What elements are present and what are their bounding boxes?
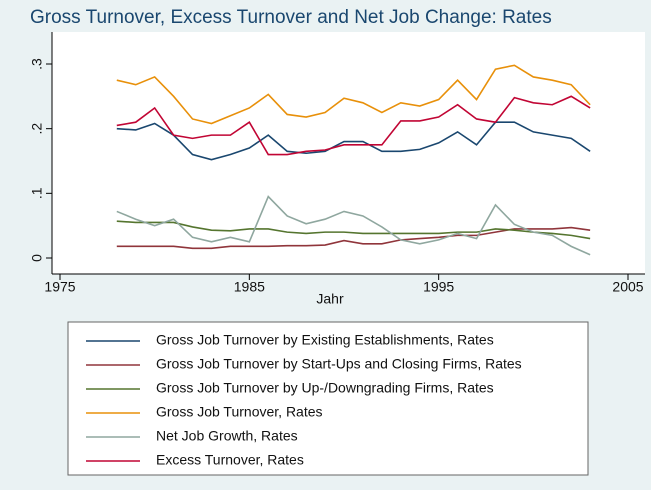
legend-label: Gross Job Turnover by Up-/Downgrading Fi… xyxy=(156,380,494,396)
series-line xyxy=(116,195,591,256)
x-tick-label: 1995 xyxy=(423,279,454,295)
legend xyxy=(67,321,589,476)
series-line xyxy=(116,64,591,125)
y-tick-label: .1 xyxy=(29,187,45,199)
x-tick-label: 2005 xyxy=(612,279,643,295)
legend-label: Excess Turnover, Rates xyxy=(156,452,304,468)
legend-label: Net Job Growth, Rates xyxy=(156,428,298,444)
y-tick-label: 0 xyxy=(29,254,45,262)
legend-label: Gross Job Turnover by Existing Establish… xyxy=(156,332,494,348)
series-line xyxy=(116,220,591,240)
legend-label: Gross Job Turnover by Start-Ups and Clos… xyxy=(156,356,522,372)
x-axis-title: Jahr xyxy=(316,291,344,307)
x-tick-label: 1975 xyxy=(44,279,75,295)
chart-title: Gross Turnover, Excess Turnover and Net … xyxy=(30,7,552,28)
y-tick-label: .2 xyxy=(29,123,45,135)
legend-label: Gross Job Turnover, Rates xyxy=(156,404,323,420)
series-line xyxy=(116,95,591,156)
series-line xyxy=(116,121,591,161)
y-tick-label: .3 xyxy=(29,58,45,70)
x-tick-label: 1985 xyxy=(234,279,265,295)
